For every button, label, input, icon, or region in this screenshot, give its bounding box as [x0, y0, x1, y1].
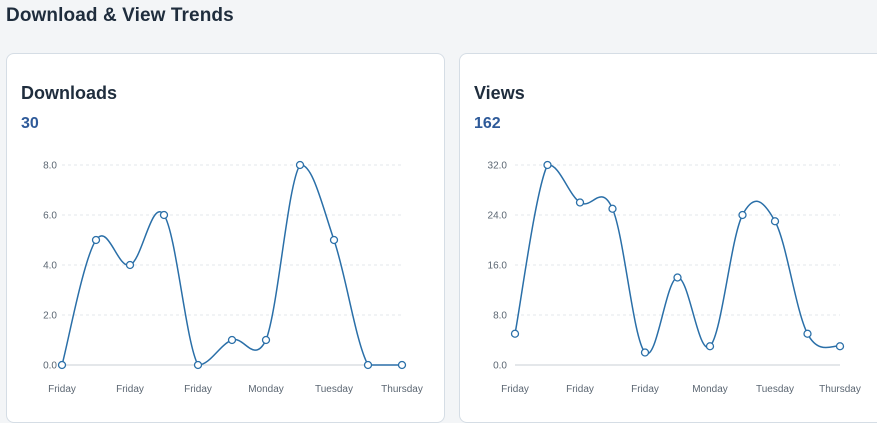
y-tick-label: 0.0 — [43, 361, 57, 372]
downloads-total: 30 — [21, 115, 39, 132]
x-tick-label: Thursday — [381, 384, 423, 395]
data-point[interactable] — [329, 235, 339, 245]
data-point[interactable] — [125, 260, 135, 270]
x-tick-label: Tuesday — [315, 384, 353, 395]
page-title: Download & View Trends — [6, 5, 234, 26]
data-point[interactable] — [640, 348, 650, 357]
data-point[interactable] — [159, 210, 169, 220]
views-total: 162 — [474, 115, 501, 132]
downloads-title: Downloads — [21, 83, 118, 103]
x-tick-label: Friday — [116, 384, 144, 395]
downloads-card: Downloads 30 0.0 2.0 4.0 6.0 8.0 Friday Friday… — [6, 53, 445, 423]
x-tick-label: Friday — [631, 384, 659, 395]
data-point[interactable] — [835, 342, 845, 351]
x-tick-label: Friday — [566, 384, 594, 395]
data-point[interactable] — [575, 198, 585, 207]
data-point[interactable] — [543, 160, 552, 170]
series-line — [514, 164, 841, 355]
y-tick-label: 16.0 — [488, 261, 508, 272]
x-tick-label: Friday — [501, 384, 529, 395]
data-point[interactable] — [363, 360, 373, 370]
downloads-chart: 0.0 2.0 4.0 6.0 8.0 Friday Friday Friday Monday T… — [43, 160, 423, 396]
x-tick-label: Friday — [184, 384, 212, 395]
x-tick-label: Thursday — [819, 384, 861, 395]
data-point[interactable] — [770, 217, 780, 226]
data-point[interactable] — [738, 210, 747, 220]
data-point[interactable] — [227, 335, 237, 345]
x-tick-label: Monday — [692, 384, 728, 395]
views-title: Views — [474, 83, 525, 103]
data-point[interactable] — [608, 204, 617, 213]
x-tick-label: Friday — [48, 384, 76, 395]
data-point[interactable] — [193, 360, 203, 370]
x-tick-label: Tuesday — [756, 384, 794, 395]
y-tick-label: 8.0 — [43, 161, 57, 172]
views-chart: 0.0 8.0 16.0 24.0 32.0 Friday Friday Friday Mond… — [488, 160, 861, 396]
data-point[interactable] — [91, 235, 101, 245]
data-point[interactable] — [261, 335, 271, 345]
data-point[interactable] — [57, 360, 67, 370]
views-card: Views 162 0.0 8.0 16.0 24.0 32.0 Friday Friday… — [459, 53, 877, 423]
data-point[interactable] — [673, 273, 682, 282]
data-point[interactable] — [510, 329, 520, 338]
x-tick-label: Monday — [248, 384, 284, 395]
y-tick-label: 24.0 — [488, 211, 508, 222]
data-point[interactable] — [803, 329, 812, 338]
y-tick-label: 6.0 — [43, 211, 57, 222]
data-point[interactable] — [705, 342, 715, 351]
data-point[interactable] — [295, 160, 305, 170]
y-tick-label: 4.0 — [43, 261, 57, 272]
data-point[interactable] — [397, 360, 407, 370]
y-tick-label: 2.0 — [43, 311, 57, 322]
y-tick-label: 0.0 — [493, 361, 507, 372]
y-tick-label: 8.0 — [493, 311, 507, 322]
y-tick-label: 32.0 — [488, 161, 508, 172]
